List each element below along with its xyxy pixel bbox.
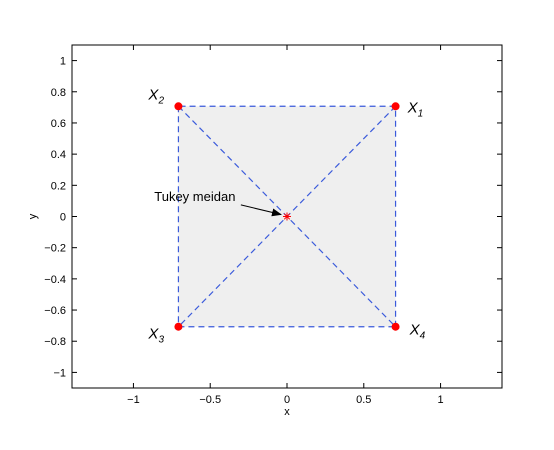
point-label: X1 (407, 99, 424, 119)
x-tick-label: −0.5 (199, 394, 221, 406)
y-tick-label: −0.2 (44, 243, 66, 255)
y-tick-label: 0.2 (51, 180, 66, 192)
data-point (391, 322, 400, 331)
y-tick-label: −0.6 (44, 305, 66, 317)
median-annotation-arrow (240, 204, 282, 217)
x-tick-label: 0.5 (356, 394, 371, 406)
y-tick-label: 1 (60, 56, 66, 68)
x-axis-label: x (284, 406, 290, 418)
data-point (391, 102, 400, 111)
point-label: X2 (147, 86, 164, 106)
x-tick-label: 0 (284, 394, 290, 406)
y-tick-label: 0.4 (51, 149, 66, 161)
y-tick-label: 0 (60, 212, 66, 224)
x-tick-label: −1 (127, 394, 140, 406)
point-label: X4 (409, 322, 426, 342)
x-tick-label: 1 (438, 394, 444, 406)
y-axis-label: y (27, 213, 39, 219)
y-tick-label: −0.8 (44, 336, 66, 348)
point-label: X3 (147, 326, 164, 346)
labels-layer: X1 X2 X3 X4 Tukey meidan (147, 86, 425, 345)
y-tick-label: −0.4 (44, 274, 66, 286)
y-tick-label: 0.8 (51, 87, 66, 99)
data-point (174, 102, 183, 111)
axes-layer: −1 −0.5 0 0.5 1 1 0.8 0.6 0.4 0.2 0 −0.2 −0.4 −0.6 −0.… (27, 44, 503, 418)
data-point (174, 322, 183, 331)
y-tick-label: −1 (53, 367, 66, 379)
median-marker (283, 213, 291, 220)
median-annotation-text: Tukey meidan (154, 189, 235, 204)
y-tick-label: 0.6 (51, 118, 66, 130)
plot-marks-layer (174, 102, 400, 331)
